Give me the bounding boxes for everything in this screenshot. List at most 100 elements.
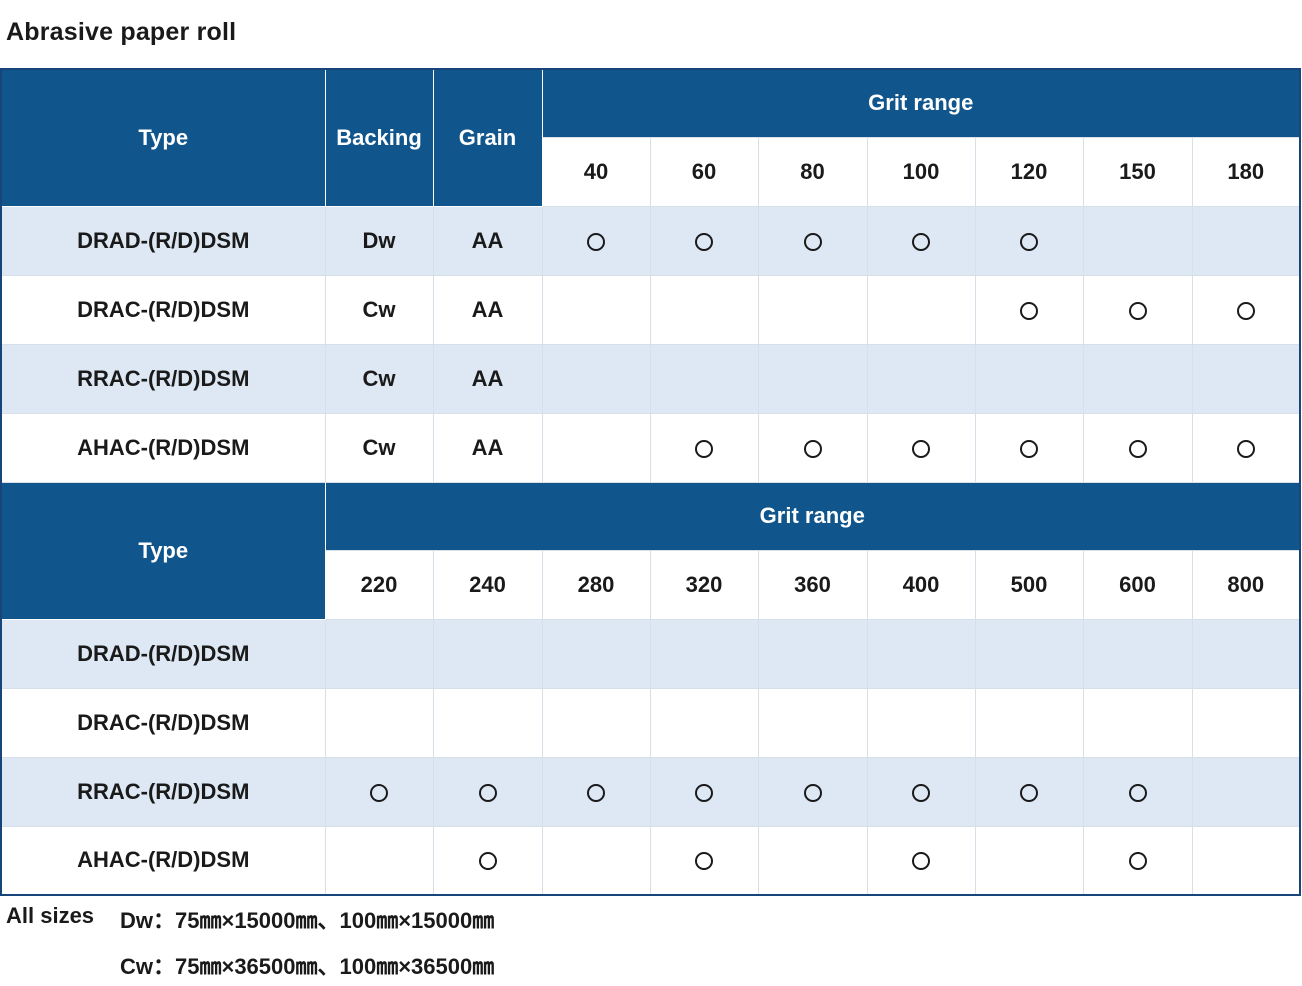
grit-availability-cell xyxy=(1082,274,1193,345)
grit-availability-cell xyxy=(541,756,651,827)
available-circle-icon xyxy=(1128,439,1147,458)
grit-value-header: 180 xyxy=(1191,136,1301,207)
grit-availability-cell xyxy=(324,687,434,758)
grit-range-header: Grit range xyxy=(541,68,1301,137)
grit-availability-cell xyxy=(432,756,543,827)
grit-availability-cell xyxy=(1082,205,1193,276)
grit-availability-cell xyxy=(649,274,759,345)
grit-availability-table: Type Backing Grain Grit range 40 60 80 100 120 15… xyxy=(0,68,1301,896)
grit-availability-cell xyxy=(649,205,759,276)
grit-availability-cell xyxy=(1082,343,1193,414)
backing-cell: Cw xyxy=(324,274,434,345)
grain-cell: AA xyxy=(432,274,543,345)
grit-availability-cell xyxy=(324,825,434,896)
available-circle-icon xyxy=(912,783,930,802)
backing-cell: Cw xyxy=(324,343,434,414)
available-circle-icon xyxy=(695,439,713,458)
available-circle-icon xyxy=(1020,301,1038,320)
grit-availability-cell xyxy=(649,412,759,483)
grit-availability-cell xyxy=(866,687,976,758)
grit-availability-cell xyxy=(757,274,868,345)
grit-availability-cell xyxy=(432,825,543,896)
grit-value-header: 100 xyxy=(866,136,976,207)
available-circle-icon xyxy=(695,852,713,871)
grit-availability-cell xyxy=(1191,687,1301,758)
grit-availability-cell xyxy=(757,343,868,414)
grit-availability-cell xyxy=(866,618,976,689)
notes-size-line: Dw：75㎜×15000㎜、100㎜×15000㎜ xyxy=(120,908,495,933)
type-header: Type xyxy=(0,481,326,620)
grit-range-header: Grit range xyxy=(324,481,1301,550)
grit-availability-cell xyxy=(1191,343,1301,414)
available-circle-icon xyxy=(478,852,497,871)
type-cell: AHAC-(R/D)DSM xyxy=(0,825,326,896)
backing-cell: Dw xyxy=(324,205,434,276)
grit-availability-cell xyxy=(324,618,434,689)
grit-availability-cell xyxy=(649,618,759,689)
grit-availability-cell xyxy=(974,756,1084,827)
available-circle-icon xyxy=(803,439,822,458)
backing-cell: Cw xyxy=(324,412,434,483)
available-circle-icon xyxy=(912,852,930,871)
grit-availability-cell xyxy=(866,343,976,414)
table-row: DRAC-(R/D)DSM xyxy=(0,687,1301,758)
grit-availability-cell xyxy=(866,205,976,276)
grit-availability-cell xyxy=(541,274,651,345)
grit-availability-cell xyxy=(1191,825,1301,896)
type-cell: DRAD-(R/D)DSM xyxy=(0,618,326,689)
available-circle-icon xyxy=(695,783,713,802)
grit-value-header: 40 xyxy=(541,136,651,207)
available-circle-icon xyxy=(1236,439,1255,458)
notes-size-line: Cw：75㎜×36500㎜、100㎜×36500㎜ xyxy=(120,954,495,979)
grit-availability-cell xyxy=(541,687,651,758)
grit-availability-cell xyxy=(649,343,759,414)
grit-availability-cell xyxy=(1082,687,1193,758)
grain-cell: AA xyxy=(432,412,543,483)
table-row: DRAC-(R/D)DSM Cw AA xyxy=(0,274,1301,345)
grit-availability-cell xyxy=(1082,412,1193,483)
grit-value-header: 280 xyxy=(541,549,651,620)
available-circle-icon xyxy=(587,232,605,251)
available-circle-icon xyxy=(1128,852,1147,871)
grit-availability-cell xyxy=(757,687,868,758)
grit-availability-cell xyxy=(541,412,651,483)
available-circle-icon xyxy=(1020,783,1038,802)
grit-value-header: 240 xyxy=(432,549,543,620)
grit-availability-cell xyxy=(324,756,434,827)
grit-availability-cell xyxy=(432,687,543,758)
table-row: RRAC-(R/D)DSM xyxy=(0,756,1301,827)
table-row: AHAC-(R/D)DSM xyxy=(0,825,1301,896)
grain-header: Grain xyxy=(432,68,543,207)
grit-availability-cell xyxy=(1082,618,1193,689)
available-circle-icon xyxy=(912,232,930,251)
grit-availability-cell xyxy=(974,205,1084,276)
table-row: DRAD-(R/D)DSM xyxy=(0,618,1301,689)
table-row: AHAC-(R/D)DSM Cw AA xyxy=(0,412,1301,483)
available-circle-icon xyxy=(803,232,822,251)
grit-availability-cell xyxy=(757,618,868,689)
grit-value-header: 600 xyxy=(1082,549,1193,620)
grit-availability-cell xyxy=(757,205,868,276)
type-cell: AHAC-(R/D)DSM xyxy=(0,412,326,483)
grit-availability-cell xyxy=(974,618,1084,689)
grit-value-header: 150 xyxy=(1082,136,1193,207)
backing-header: Backing xyxy=(324,68,434,207)
available-circle-icon xyxy=(912,439,930,458)
grit-availability-cell xyxy=(649,825,759,896)
grit-availability-cell xyxy=(757,412,868,483)
grit-availability-cell xyxy=(974,274,1084,345)
type-cell: RRAC-(R/D)DSM xyxy=(0,343,326,414)
grit-availability-cell xyxy=(974,343,1084,414)
grit-availability-cell xyxy=(866,756,976,827)
available-circle-icon xyxy=(587,783,605,802)
grit-availability-cell xyxy=(1082,825,1193,896)
grit-value-header: 60 xyxy=(649,136,759,207)
type-cell: DRAD-(R/D)DSM xyxy=(0,205,326,276)
grit-value-header: 500 xyxy=(974,549,1084,620)
grain-cell: AA xyxy=(432,343,543,414)
available-circle-icon xyxy=(1236,301,1255,320)
available-circle-icon xyxy=(803,783,822,802)
notes-label: All sizes xyxy=(6,903,95,928)
grit-availability-cell xyxy=(541,343,651,414)
type-cell: RRAC-(R/D)DSM xyxy=(0,756,326,827)
